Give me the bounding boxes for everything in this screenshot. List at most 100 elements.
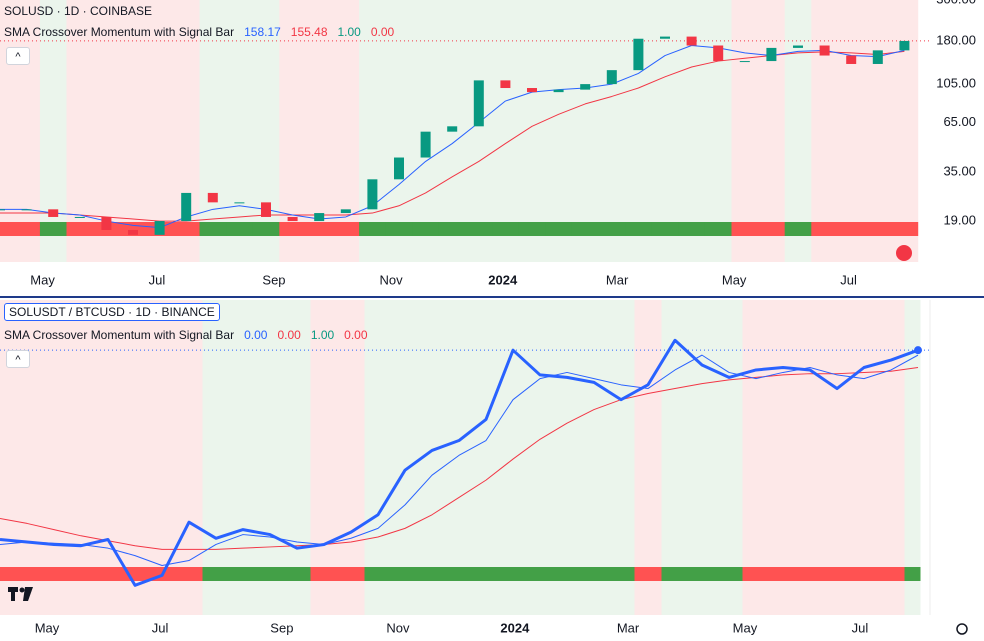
y-tick-label: 19.00 — [943, 213, 976, 228]
indicator-value: 1.00 — [310, 328, 335, 342]
signal-bar — [634, 567, 662, 581]
candle — [154, 221, 165, 235]
signal-bar — [837, 222, 865, 236]
candle — [234, 202, 245, 204]
sma-fast-line — [0, 45, 905, 229]
signal-zone — [864, 0, 892, 262]
signal-bar — [337, 567, 365, 581]
y-tick-label: 300.00 — [936, 0, 976, 6]
signal-bar — [252, 222, 280, 236]
y-tick-label: 180.00 — [936, 32, 976, 47]
signal-zone — [391, 300, 419, 615]
x-tick-label: 2024 — [500, 620, 530, 635]
candle — [181, 192, 192, 222]
signal-zone — [359, 0, 387, 262]
signal-zone — [492, 0, 520, 262]
candle — [74, 216, 85, 218]
candle — [633, 38, 644, 71]
signal-zone — [202, 300, 230, 615]
indicator-bottom: SMA Crossover Momentum with Signal Bar 0.… — [4, 328, 378, 342]
candle — [261, 202, 271, 217]
signal-zone — [412, 0, 440, 262]
indicator-name[interactable]: SMA Crossover Momentum with Signal Bar — [4, 328, 235, 342]
signal-bar — [651, 222, 679, 236]
candle — [793, 45, 803, 48]
candle — [713, 45, 724, 62]
settings-icon[interactable] — [956, 623, 968, 635]
x-tick-label: Jul — [852, 620, 869, 635]
signal-zone — [364, 300, 392, 615]
candle — [473, 80, 484, 127]
signal-zone — [715, 300, 743, 615]
x-tick-label: Sep — [262, 272, 285, 287]
x-tick-label: Nov — [386, 620, 410, 635]
x-tick-label: May — [722, 272, 747, 287]
signal-bar — [678, 222, 706, 236]
candle — [128, 229, 138, 235]
signal-bar — [40, 567, 68, 581]
signal-zone — [758, 0, 786, 262]
signal-zone — [229, 300, 257, 615]
signal-bar — [229, 567, 257, 581]
symbol-title[interactable]: SOLUSDT / BTCUSD · 1D · BINANCE — [4, 303, 220, 321]
signal-bar — [769, 567, 797, 581]
last-point — [914, 346, 922, 355]
signal-zone — [731, 0, 759, 262]
signal-bar — [364, 567, 392, 581]
indicator-value: 0.00 — [370, 25, 395, 39]
signal-bar — [283, 567, 311, 581]
indicator-name[interactable]: SMA Crossover Momentum with Signal Bar — [4, 25, 235, 39]
signal-bar — [499, 567, 527, 581]
signal-bar — [688, 567, 716, 581]
signal-zone — [121, 300, 149, 615]
candle — [660, 36, 670, 39]
signal-zone — [252, 0, 280, 262]
signal-bar — [13, 567, 41, 581]
x-tick-label: Jul — [149, 272, 166, 287]
candle — [553, 89, 564, 93]
signal-bar — [305, 222, 333, 236]
signal-zone — [332, 0, 360, 262]
signal-bar — [13, 222, 41, 236]
indicator-value: 0.00 — [277, 328, 301, 342]
collapse-button[interactable]: ^ — [6, 350, 30, 368]
signal-bar — [715, 567, 743, 581]
y-tick-label: 65.00 — [943, 114, 976, 129]
signal-bar — [332, 222, 360, 236]
candle — [686, 36, 697, 46]
signal-bar — [418, 567, 446, 581]
signal-bar — [66, 222, 94, 236]
tradingview-logo — [8, 587, 33, 601]
signal-bar — [661, 567, 689, 581]
candle — [606, 70, 617, 85]
signal-zone — [688, 300, 716, 615]
signal-zone — [634, 300, 662, 615]
signal-zone — [39, 0, 67, 262]
collapse-button[interactable]: ^ — [6, 47, 30, 65]
signal-bar — [731, 222, 759, 236]
signal-bar — [175, 567, 203, 581]
signal-zone — [571, 0, 599, 262]
signal-bar — [492, 222, 520, 236]
candle — [48, 209, 59, 217]
event-flag[interactable] — [896, 245, 912, 261]
signal-bar — [256, 567, 284, 581]
signal-bar — [465, 222, 493, 236]
x-tick-label: Jul — [840, 272, 857, 287]
signal-zone — [13, 0, 41, 262]
symbol-title[interactable]: SOLUSD · 1D · COINBASE — [4, 4, 153, 18]
indicator-value: 158.17 — [244, 25, 281, 39]
candle — [0, 209, 5, 211]
signal-zone — [553, 300, 581, 615]
x-tick-label: May — [733, 620, 758, 635]
signal-bar — [904, 567, 921, 581]
candle — [394, 157, 404, 180]
signal-zone — [226, 0, 254, 262]
signal-zone — [784, 0, 812, 262]
indicator-value: 0.00 — [344, 328, 368, 342]
signal-bar — [850, 567, 878, 581]
signal-bar — [67, 567, 95, 581]
header-bottom: SOLUSDT / BTCUSD · 1D · BINANCE — [4, 303, 225, 321]
signal-bar — [758, 222, 786, 236]
indicator-value: 155.48 — [290, 25, 328, 39]
